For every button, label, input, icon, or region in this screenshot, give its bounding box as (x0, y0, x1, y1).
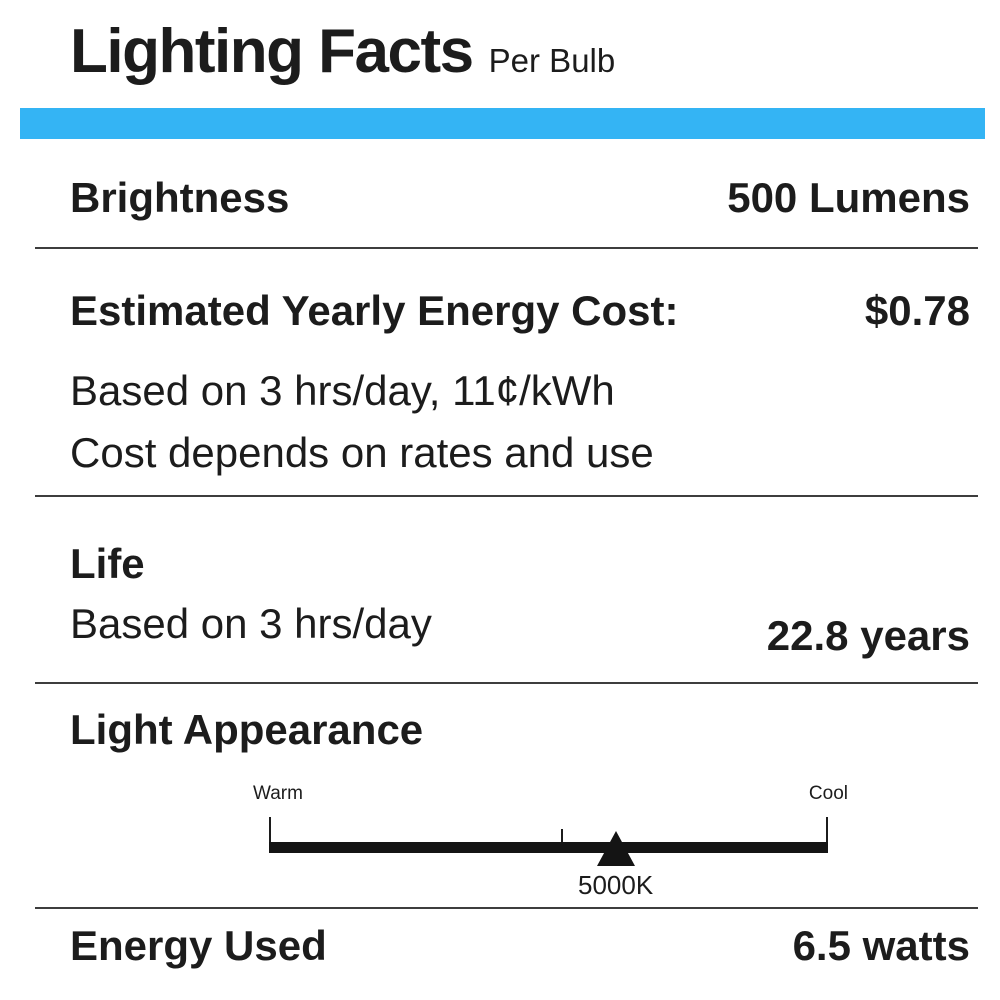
energy-cost-value: $0.78 (864, 287, 970, 334)
accent-bar (20, 108, 985, 139)
energy-cost-label: Estimated Yearly Energy Cost: (70, 287, 679, 334)
scale-warm-label: Warm (253, 783, 303, 804)
energy-cost-row: Estimated Yearly Energy Cost: $0.78 (70, 287, 970, 335)
life-value: 22.8 years (766, 612, 970, 659)
label-subtitle: Per Bulb (488, 42, 616, 79)
color-temp-marker (596, 831, 635, 866)
divider (35, 247, 978, 249)
energy-used-value: 6.5 watts (792, 922, 970, 969)
energy-used-label: Energy Used (70, 922, 327, 969)
color-temp-marker-value: 5000K (577, 870, 654, 900)
brightness-row: Brightness 500 Lumens (70, 174, 970, 222)
life-label: Life (70, 540, 145, 587)
scale-left-tick (269, 817, 271, 844)
scale-mid-tick (561, 829, 564, 844)
energy-cost-note-basis: Based on 3 hrs/day, 11¢/kWh (70, 367, 615, 414)
divider (35, 495, 978, 497)
brightness-label: Brightness (70, 174, 290, 221)
scale-cool-label: Cool (808, 783, 848, 804)
energy-cost-note-disclaimer: Cost depends on rates and use (70, 429, 654, 476)
divider (35, 907, 978, 909)
energy-used-row: Energy Used 6.5 watts (70, 922, 970, 970)
light-appearance-label: Light Appearance (70, 706, 424, 753)
scale-bar (269, 842, 828, 853)
brightness-value: 500 Lumens (727, 174, 970, 221)
scale-right-tick (826, 817, 828, 844)
divider (35, 682, 978, 684)
life-basis: Based on 3 hrs/day (70, 600, 432, 647)
label-title: Lighting Facts (70, 17, 474, 86)
color-temperature-scale: Warm Cool 5000K (253, 780, 848, 905)
label-header: Lighting Facts Per Bulb (70, 16, 615, 87)
